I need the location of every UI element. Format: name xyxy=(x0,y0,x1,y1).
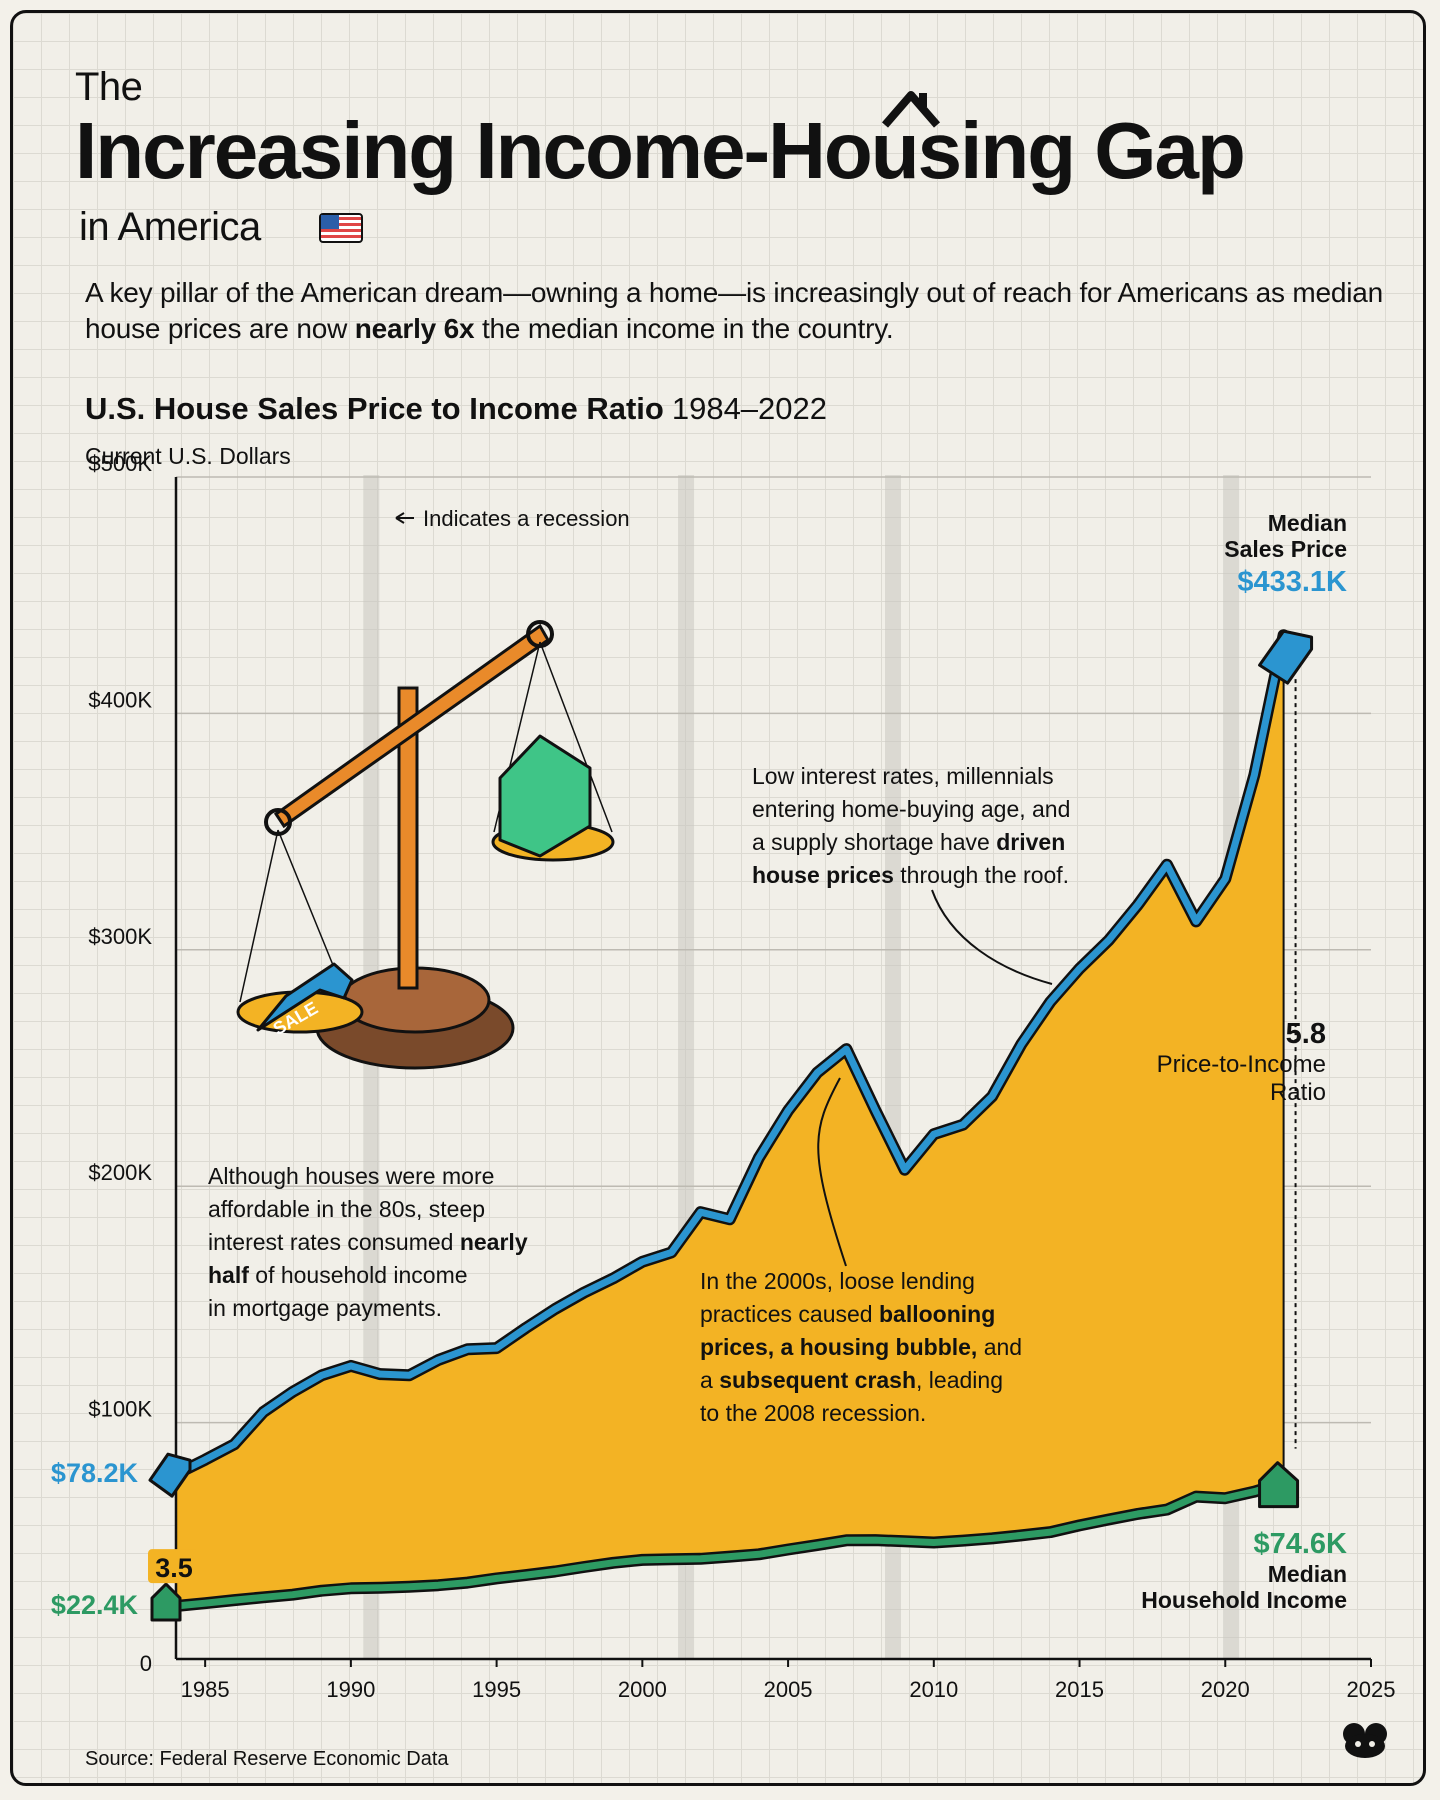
y-tick-label: $500K xyxy=(88,451,152,476)
house-roof-icon xyxy=(881,91,941,128)
note-line: Although houses were more xyxy=(208,1163,494,1189)
x-tick-label: 2010 xyxy=(909,1677,958,1702)
note-line: interest rates consumed nearly xyxy=(208,1229,528,1255)
x-tick-label: 2020 xyxy=(1201,1677,1250,1702)
x-tick-label: 2005 xyxy=(764,1677,813,1702)
note-line: entering home-buying age, and xyxy=(752,796,1070,822)
note-line: a supply shortage have driven xyxy=(752,829,1065,855)
note-line: house prices through the roof. xyxy=(752,862,1069,888)
note-recent: Low interest rates, millennials entering … xyxy=(752,763,1070,888)
y-tick-label: $200K xyxy=(88,1160,152,1185)
scale-ring-left xyxy=(264,808,292,836)
source-note: Source: Federal Reserve Economic Data xyxy=(85,1748,449,1770)
recession-arrow-icon xyxy=(395,512,414,524)
note-line: half of household income xyxy=(208,1262,468,1288)
end-ratio-label: 5.8 xyxy=(1286,1018,1326,1050)
note-1980s: Although houses were more affordable in t… xyxy=(208,1163,528,1321)
chart-title-text: U.S. House Sales Price to Income Ratio xyxy=(85,391,664,426)
scale-house xyxy=(498,734,592,858)
scale-beam xyxy=(273,623,550,829)
end-income-name-1: Median xyxy=(1268,1561,1347,1587)
start-ratio-label: 3.5 xyxy=(155,1553,193,1583)
chart-title-years: 1984–2022 xyxy=(671,391,828,426)
x-tick-label: 2015 xyxy=(1055,1677,1104,1702)
note-line: practices caused ballooning xyxy=(700,1301,995,1327)
note-line: a subsequent crash, leading xyxy=(700,1367,1003,1393)
scale-pillar xyxy=(397,686,419,990)
median-sales-price-line xyxy=(172,631,1288,1478)
note-recent-arrow xyxy=(931,889,1053,985)
us-flag-icon xyxy=(319,213,363,243)
publisher-logo-icon xyxy=(1343,1723,1387,1758)
y-tick-label: 0 xyxy=(140,1651,152,1676)
page-title: Increasing Income-Housing Gap xyxy=(75,106,1246,195)
end-income-label: $74.6K xyxy=(1253,1528,1347,1560)
note-line: prices, a housing bubble, and xyxy=(700,1334,1022,1360)
recession-label: Indicates a recession xyxy=(423,506,630,531)
x-tick-label: 1995 xyxy=(472,1677,521,1702)
start-price-label: $78.2K xyxy=(51,1458,139,1488)
note-line: to the 2008 recession. xyxy=(700,1400,926,1426)
intro-text-2: the median income in the country. xyxy=(474,313,894,344)
scale-sale-tag xyxy=(256,962,354,1032)
y-axis-label: Current U.S. Dollars xyxy=(85,443,291,469)
y-tick-label: $400K xyxy=(88,687,152,712)
scale-ring-right xyxy=(526,620,554,648)
house-icon-end xyxy=(1258,1461,1300,1509)
note-line: In the 2000s, loose lending xyxy=(700,1268,975,1294)
title-subtitle: in America xyxy=(79,205,261,249)
note-line: Low interest rates, millennials xyxy=(752,763,1054,789)
end-income-name-2: Household Income xyxy=(1141,1587,1347,1613)
x-tick-label: 1985 xyxy=(181,1677,230,1702)
note-2000s: In the 2000s, loose lending practices cau… xyxy=(700,1268,1022,1426)
price-tag-icon xyxy=(148,1452,192,1498)
note-line: affordable in the 80s, steep xyxy=(208,1196,485,1222)
balance-scale-icon: SALE xyxy=(236,620,615,1070)
start-income-label: $22.4K xyxy=(51,1590,139,1620)
recession-band xyxy=(363,475,380,1659)
end-price-label: $433.1K xyxy=(1237,566,1347,598)
start-ratio-bg xyxy=(148,1549,200,1584)
note-line: in mortgage payments. xyxy=(208,1295,442,1321)
end-price-name-2: Sales Price xyxy=(1224,536,1347,562)
end-ratio-name-1: Price-to-Income xyxy=(1157,1051,1326,1078)
intro-text-1: A key pillar of the American dream—ownin… xyxy=(85,277,1383,344)
y-tick-label: $300K xyxy=(88,924,152,949)
x-tick-label: 2000 xyxy=(618,1677,667,1702)
x-tick-label: 2025 xyxy=(1347,1677,1396,1702)
intro-text-bold: nearly 6x xyxy=(354,313,475,344)
price-tag-icon-end xyxy=(1258,629,1314,685)
chart-title: U.S. House Sales Price to Income Ratio 19… xyxy=(85,391,827,427)
end-price-name-1: Median xyxy=(1268,510,1347,536)
median-household-income-line xyxy=(172,1479,1288,1610)
title-the: The xyxy=(75,65,143,109)
x-tick-label: 1990 xyxy=(326,1677,375,1702)
intro-paragraph: A key pillar of the American dream—ownin… xyxy=(85,275,1385,347)
end-ratio-name-2: Ratio xyxy=(1270,1079,1326,1106)
house-icon xyxy=(150,1582,182,1622)
note-2000s-arrow xyxy=(817,1077,847,1267)
y-tick-label: $100K xyxy=(88,1397,152,1422)
